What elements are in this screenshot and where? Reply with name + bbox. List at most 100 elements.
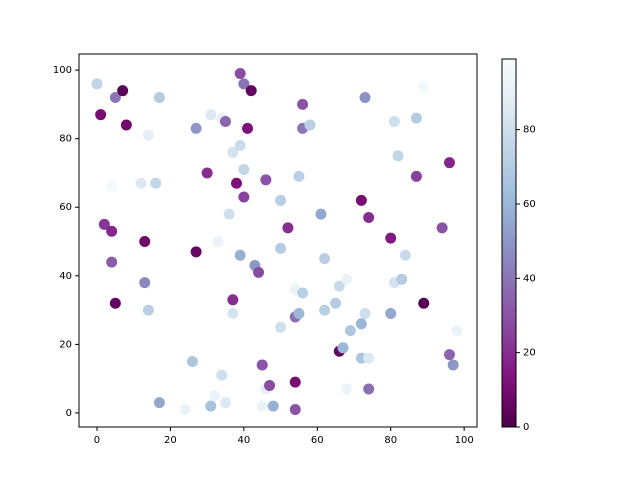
scatter-point bbox=[238, 164, 250, 176]
scatter-point bbox=[256, 359, 268, 371]
scatter-point bbox=[443, 349, 455, 361]
scatter-point bbox=[297, 98, 309, 110]
scatter-point bbox=[399, 249, 411, 261]
scatter-point bbox=[150, 177, 162, 189]
scatter-point bbox=[219, 397, 231, 409]
y-tick-label: 20 bbox=[59, 339, 72, 350]
scatter-point bbox=[388, 116, 400, 128]
scatter-point bbox=[385, 232, 397, 244]
scatter-point bbox=[139, 236, 151, 248]
scatter-point bbox=[275, 321, 287, 333]
scatter-point bbox=[179, 404, 191, 416]
scatter-point bbox=[135, 177, 147, 189]
scatter-point bbox=[227, 308, 239, 320]
scatter-point bbox=[319, 253, 331, 265]
scatter-point bbox=[363, 383, 375, 395]
scatter-point bbox=[238, 78, 250, 90]
scatter-point bbox=[153, 92, 165, 104]
scatter-point bbox=[275, 242, 287, 254]
scatter-point bbox=[267, 400, 279, 412]
scatter-point bbox=[289, 376, 301, 388]
scatter-point bbox=[234, 140, 246, 152]
y-tick-label: 100 bbox=[53, 65, 72, 76]
scatter-point bbox=[344, 325, 356, 337]
scatter-point bbox=[359, 92, 371, 104]
scatter-point bbox=[264, 380, 276, 392]
scatter-point bbox=[234, 68, 246, 80]
scatter-point bbox=[205, 109, 217, 121]
scatter-point bbox=[106, 181, 118, 193]
scatter-point bbox=[139, 277, 151, 289]
scatter-point bbox=[330, 297, 342, 309]
scatter-point bbox=[363, 352, 375, 364]
colorbar-tick-label: 0 bbox=[523, 422, 529, 433]
y-tick-label: 0 bbox=[66, 408, 72, 419]
scatter-point bbox=[260, 174, 272, 186]
scatter-point bbox=[227, 146, 239, 158]
scatter-point bbox=[341, 273, 353, 285]
scatter-point bbox=[245, 85, 257, 97]
scatter-point bbox=[106, 256, 118, 268]
scatter-point bbox=[106, 225, 118, 237]
scatter-point bbox=[238, 191, 250, 203]
y-tick-label: 80 bbox=[59, 134, 72, 145]
y-tick-label: 40 bbox=[59, 271, 72, 282]
colorbar bbox=[501, 58, 517, 428]
scatter-point bbox=[355, 194, 367, 206]
scatter-point bbox=[223, 208, 235, 220]
scatter-point bbox=[186, 356, 198, 368]
scatter-point bbox=[359, 308, 371, 320]
scatter-point bbox=[443, 157, 455, 169]
scatter-point bbox=[242, 122, 254, 134]
scatter-point bbox=[363, 212, 375, 224]
scatter-point bbox=[212, 236, 224, 248]
scatter-point bbox=[392, 150, 404, 162]
x-tick-label: 40 bbox=[237, 435, 250, 446]
scatter-point bbox=[297, 287, 309, 299]
scatter-point bbox=[396, 273, 408, 285]
scatter-point bbox=[256, 400, 268, 412]
scatter-point bbox=[142, 129, 154, 141]
scatter-point bbox=[436, 222, 448, 234]
x-tick-label: 0 bbox=[94, 435, 100, 446]
scatter-point bbox=[98, 218, 110, 230]
scatter-point bbox=[418, 297, 430, 309]
scatter-point bbox=[205, 400, 217, 412]
scatter-point bbox=[451, 325, 463, 337]
scatter-point bbox=[319, 304, 331, 316]
scatter-point bbox=[282, 222, 294, 234]
scatter-point bbox=[253, 266, 265, 278]
scatter-point bbox=[315, 208, 327, 220]
scatter-point bbox=[385, 308, 397, 320]
scatter-point bbox=[153, 397, 165, 409]
scatter-point bbox=[95, 109, 107, 121]
scatter-point bbox=[231, 177, 243, 189]
colorbar-tick-label: 80 bbox=[523, 125, 536, 136]
colorbar-tick-label: 40 bbox=[523, 273, 536, 284]
scatter-point bbox=[410, 112, 422, 124]
scatter-point bbox=[289, 404, 301, 416]
colorbar-tick-label: 60 bbox=[523, 199, 536, 210]
scatter-point bbox=[216, 369, 228, 381]
x-tick-label: 80 bbox=[384, 435, 397, 446]
x-tick-label: 60 bbox=[311, 435, 324, 446]
scatter-point bbox=[201, 167, 213, 179]
scatter-point bbox=[275, 194, 287, 206]
scatter-point bbox=[410, 170, 422, 182]
scatter-point bbox=[208, 390, 220, 402]
scatter-point bbox=[91, 78, 103, 90]
scatter-point bbox=[355, 318, 367, 330]
scatter-point bbox=[142, 304, 154, 316]
scatter-point bbox=[109, 92, 121, 104]
scatter-point bbox=[109, 297, 121, 309]
scatter-point bbox=[219, 116, 231, 128]
x-tick-label: 100 bbox=[455, 435, 474, 446]
scatter-point bbox=[447, 359, 459, 371]
scatter-point bbox=[117, 85, 129, 97]
scatter-point bbox=[293, 308, 305, 320]
scatter-point bbox=[293, 170, 305, 182]
colorbar-tick-label: 20 bbox=[523, 348, 536, 359]
y-tick-label: 60 bbox=[59, 202, 72, 213]
scatter-point bbox=[234, 249, 246, 261]
